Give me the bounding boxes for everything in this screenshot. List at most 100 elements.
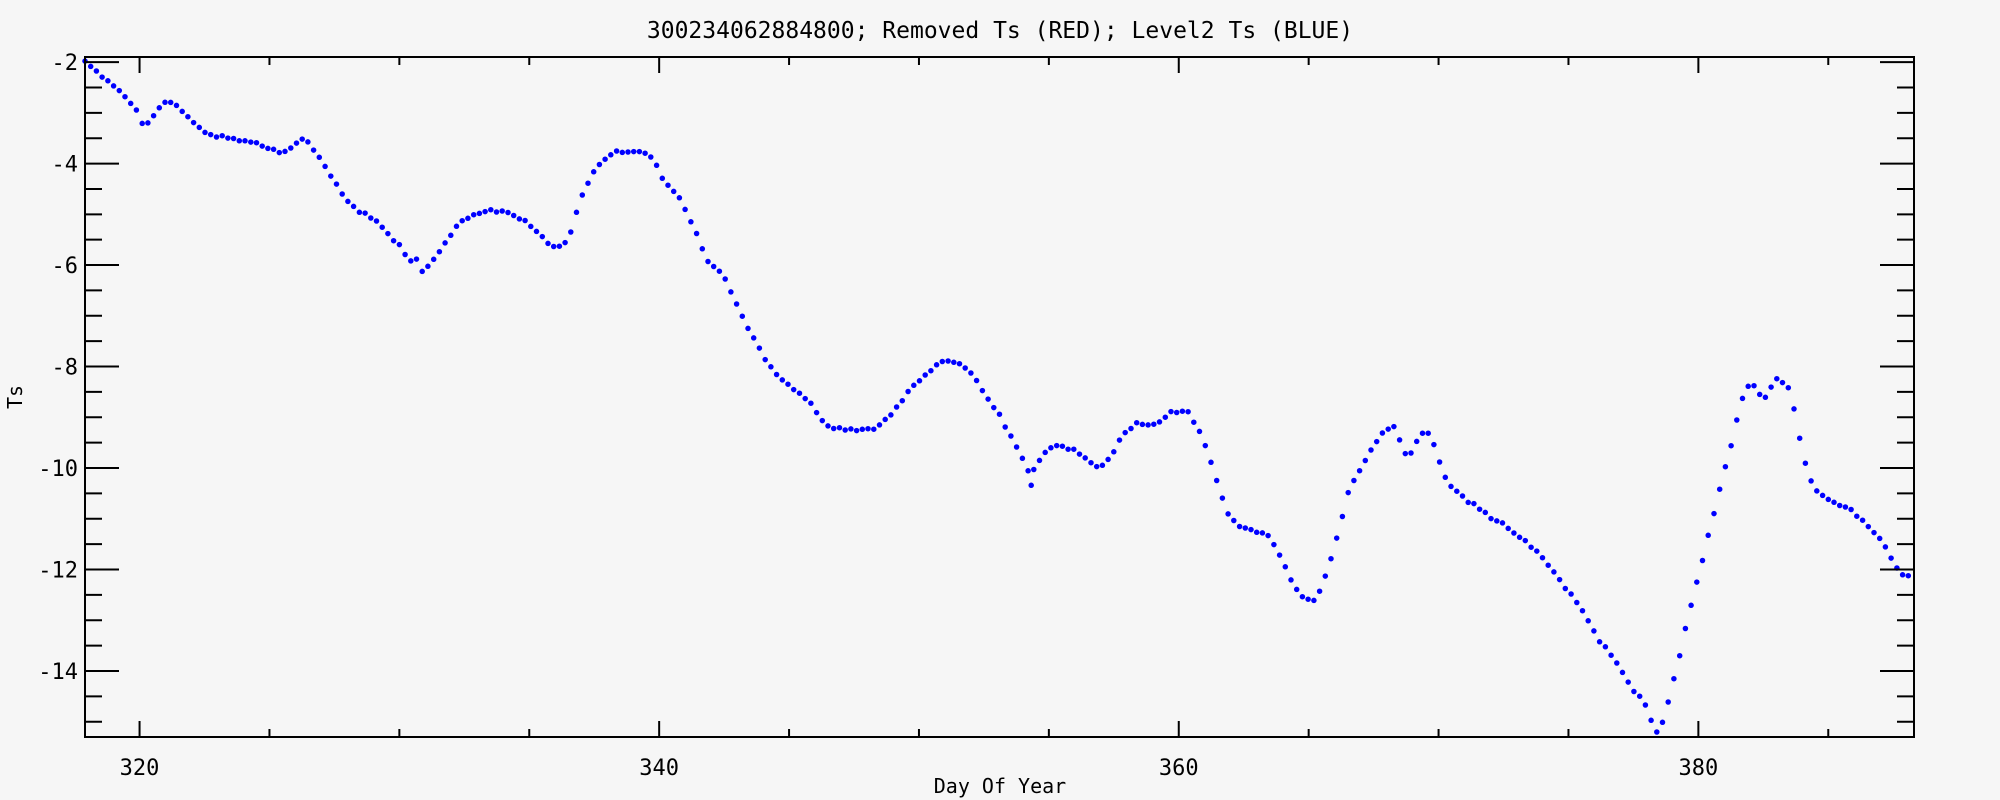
x-tick-label: 340 — [639, 756, 679, 781]
data-point — [1665, 699, 1671, 705]
data-point — [916, 378, 923, 384]
data-point — [682, 206, 688, 213]
data-point — [1442, 474, 1449, 481]
data-point — [482, 208, 488, 215]
y-tick-label: -10 — [38, 457, 78, 482]
data-point — [859, 426, 866, 433]
data-point — [1545, 562, 1551, 568]
data-point — [1631, 688, 1637, 695]
data-point — [1128, 425, 1134, 432]
data-point — [785, 381, 791, 387]
data-point — [1379, 430, 1386, 436]
data-point — [1316, 588, 1323, 594]
data-point — [288, 145, 294, 151]
data-point — [1602, 644, 1609, 650]
data-point — [368, 215, 374, 221]
data-point — [522, 217, 528, 224]
x-tick-label: 320 — [120, 756, 160, 781]
data-point — [745, 325, 751, 332]
data-point — [1676, 652, 1683, 659]
data-series-points — [82, 58, 1912, 735]
data-point — [1791, 406, 1797, 412]
data-point — [1802, 460, 1809, 466]
data-point — [270, 146, 277, 153]
data-point — [550, 243, 557, 250]
y-tick-label: -14 — [38, 660, 78, 685]
data-point — [322, 163, 328, 170]
data-point — [739, 313, 746, 319]
data-point — [1625, 679, 1631, 685]
data-point — [299, 136, 305, 142]
data-point — [1882, 544, 1889, 550]
data-point — [1494, 518, 1500, 524]
data-point — [1002, 424, 1008, 430]
data-point — [996, 411, 1003, 417]
data-point — [1585, 618, 1591, 624]
data-point — [1253, 529, 1260, 536]
data-point — [345, 198, 351, 205]
data-point — [1694, 579, 1700, 585]
data-point — [1796, 435, 1803, 441]
data-point — [825, 423, 831, 429]
data-point — [1774, 375, 1780, 382]
data-point — [133, 107, 140, 113]
data-point — [173, 102, 180, 109]
data-point — [1059, 443, 1066, 449]
data-point — [499, 208, 505, 214]
data-point — [162, 99, 168, 106]
data-point — [1465, 499, 1471, 506]
data-point — [265, 145, 271, 152]
data-point — [830, 425, 837, 432]
data-point — [1122, 429, 1128, 436]
data-point — [539, 233, 546, 240]
data-point — [87, 63, 94, 70]
data-point — [1156, 419, 1163, 425]
data-point — [1036, 457, 1043, 464]
data-point — [1276, 552, 1283, 558]
data-point — [568, 229, 574, 235]
data-point — [1185, 408, 1191, 415]
data-point — [122, 93, 128, 100]
data-point — [356, 209, 363, 216]
data-point — [533, 228, 540, 235]
data-point — [1756, 391, 1763, 398]
data-point — [1076, 451, 1083, 457]
y-tick-label: -2 — [52, 51, 79, 76]
data-point — [693, 230, 700, 237]
data-point — [962, 365, 968, 371]
data-point — [933, 362, 940, 368]
data-point — [1648, 717, 1654, 724]
x-tick-label: 380 — [1678, 756, 1718, 781]
data-point — [316, 154, 323, 161]
data-point — [1396, 437, 1403, 443]
data-point — [1339, 513, 1346, 520]
data-point — [1842, 504, 1849, 510]
data-point — [1528, 544, 1534, 550]
data-point — [945, 358, 951, 364]
data-point — [236, 138, 243, 144]
data-point — [1351, 477, 1357, 484]
data-point — [493, 209, 500, 215]
data-point — [1888, 555, 1894, 561]
data-point — [1048, 445, 1054, 451]
data-point — [973, 377, 980, 384]
data-point — [1151, 421, 1157, 427]
data-point — [1093, 463, 1100, 470]
data-point — [808, 400, 814, 406]
data-point — [665, 182, 671, 188]
data-point — [1408, 450, 1414, 456]
data-point — [1642, 702, 1649, 708]
data-point — [1534, 548, 1540, 554]
data-point — [1448, 483, 1454, 490]
data-point — [773, 371, 780, 378]
data-point — [505, 209, 511, 216]
data-point — [1265, 532, 1271, 539]
data-point — [922, 372, 928, 378]
data-point — [1025, 468, 1031, 474]
data-point — [1482, 509, 1489, 516]
data-point — [1328, 555, 1334, 562]
data-point — [710, 263, 717, 270]
data-point — [1614, 660, 1620, 666]
data-point — [1436, 459, 1443, 465]
data-point — [185, 113, 191, 120]
